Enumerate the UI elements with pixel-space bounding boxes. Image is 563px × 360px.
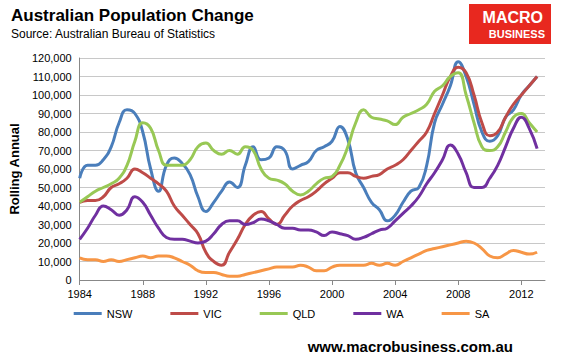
svg-text:Australian Population Change: Australian Population Change bbox=[11, 6, 254, 25]
svg-text:90,000: 90,000 bbox=[38, 108, 72, 120]
svg-text:2000: 2000 bbox=[320, 288, 344, 300]
svg-text:2008: 2008 bbox=[446, 288, 470, 300]
svg-text:SA: SA bbox=[475, 308, 490, 320]
svg-text:120,000: 120,000 bbox=[32, 52, 72, 64]
svg-text:NSW: NSW bbox=[107, 308, 133, 320]
svg-text:VIC: VIC bbox=[203, 308, 221, 320]
svg-text:www.macrobusiness.com.au: www.macrobusiness.com.au bbox=[307, 338, 513, 355]
svg-text:1992: 1992 bbox=[194, 288, 218, 300]
svg-text:1988: 1988 bbox=[131, 288, 155, 300]
svg-text:110,000: 110,000 bbox=[33, 71, 72, 83]
svg-text:60,000: 60,000 bbox=[38, 163, 72, 175]
svg-text:BUSINESS: BUSINESS bbox=[489, 28, 545, 40]
svg-text:1996: 1996 bbox=[257, 288, 281, 300]
svg-text:100,000: 100,000 bbox=[32, 89, 72, 101]
svg-text:1984: 1984 bbox=[67, 288, 91, 300]
svg-text:80,000: 80,000 bbox=[38, 126, 72, 138]
svg-text:2012: 2012 bbox=[509, 288, 533, 300]
svg-text:MACRO: MACRO bbox=[483, 9, 543, 26]
svg-text:QLD: QLD bbox=[293, 308, 316, 320]
svg-text:30,000: 30,000 bbox=[38, 219, 72, 231]
svg-text:0: 0 bbox=[66, 274, 72, 286]
svg-text:40,000: 40,000 bbox=[38, 200, 72, 212]
svg-text:20,000: 20,000 bbox=[38, 237, 72, 249]
svg-text:70,000: 70,000 bbox=[38, 145, 72, 157]
svg-text:10,000: 10,000 bbox=[38, 256, 72, 268]
svg-text:Source: Australian Bureau of S: Source: Australian Bureau of Statistics bbox=[11, 27, 215, 41]
svg-text:Rolling Annual: Rolling Annual bbox=[7, 123, 22, 214]
svg-text:2004: 2004 bbox=[383, 288, 407, 300]
svg-text:50,000: 50,000 bbox=[38, 182, 72, 194]
svg-text:WA: WA bbox=[386, 308, 404, 320]
